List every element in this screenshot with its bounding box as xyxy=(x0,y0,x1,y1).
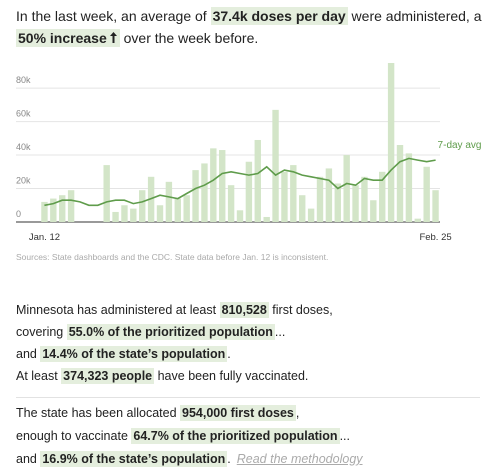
highlight: 50% increase xyxy=(16,29,120,47)
y-tick-label: 40k xyxy=(16,142,31,152)
bar xyxy=(343,155,350,222)
bar xyxy=(201,163,208,222)
bar xyxy=(236,210,244,222)
bar xyxy=(334,183,341,222)
bar xyxy=(325,168,333,222)
x-tick-label: Jan. 12 xyxy=(29,232,60,243)
bar xyxy=(290,165,297,222)
bar xyxy=(103,165,110,222)
bar xyxy=(245,161,253,222)
source: Sources: State dashboards and the CDC. S… xyxy=(16,252,329,262)
bar xyxy=(121,205,128,222)
text: In the last week, an average of xyxy=(16,8,207,24)
bar xyxy=(139,190,146,222)
stat-line: covering 55.0% of the prioritized popula… xyxy=(16,324,286,340)
stat-line: enough to vaccinate 64.7% of the priorit… xyxy=(16,428,350,444)
bar xyxy=(352,185,359,222)
stat-line: The state has been allocated 954,000 fir… xyxy=(16,405,300,421)
y-tick-label: 0 xyxy=(16,209,21,219)
text: were administered, a xyxy=(351,8,482,24)
methodology-link[interactable]: Read the methodology xyxy=(236,452,363,466)
text: 50% increase xyxy=(18,30,107,46)
text: enough to vaccinate xyxy=(16,429,128,443)
bar xyxy=(281,171,288,222)
text: over the week before. xyxy=(123,30,259,46)
bar xyxy=(423,166,430,222)
text: first doses, xyxy=(272,303,333,317)
bar xyxy=(156,205,164,222)
bar xyxy=(307,208,315,222)
text: and xyxy=(16,452,37,466)
text: and xyxy=(16,347,37,361)
bar xyxy=(370,200,377,222)
bar xyxy=(299,195,306,222)
bar xyxy=(432,190,439,222)
bar xyxy=(59,195,66,222)
bar xyxy=(316,176,324,222)
text: have been fully vaccinated. xyxy=(157,369,309,383)
text: ... xyxy=(339,429,350,443)
text: Minnesota has administered at least xyxy=(16,303,217,317)
separator xyxy=(16,397,480,398)
x-tick-label: Feb. 25 xyxy=(419,232,451,243)
text: ... xyxy=(274,325,286,339)
bar xyxy=(272,109,279,222)
highlight: 55.0% of the prioritized population xyxy=(66,324,275,340)
y-tick-label: 60k xyxy=(16,109,31,119)
stat-line: Minnesota has administered at least 810,… xyxy=(16,302,333,318)
bar xyxy=(396,145,404,222)
bar xyxy=(219,150,226,222)
headline: In the last week, an average of 37.4k do… xyxy=(16,5,486,49)
bar xyxy=(263,216,270,222)
bar xyxy=(227,185,235,222)
bar xyxy=(67,190,75,222)
highlight: 810,528 xyxy=(219,302,269,318)
text: . xyxy=(227,347,231,361)
highlight: 14.4% of the state’s population xyxy=(40,346,228,362)
up-arrow xyxy=(109,32,117,43)
bar xyxy=(361,176,368,222)
text: . xyxy=(227,452,231,466)
bar xyxy=(165,181,173,222)
stat-line: At least 374,323 people have been fully … xyxy=(16,368,309,384)
bar xyxy=(130,208,137,222)
bar xyxy=(414,218,421,222)
bar xyxy=(41,201,48,222)
line-label: 7-day avg xyxy=(438,140,482,151)
stat-line: and 16.9% of the state’s population. Read… xyxy=(16,451,363,467)
highlight: 64.7% of the prioritized population xyxy=(131,428,340,444)
highlight: 16.9% of the state’s population xyxy=(40,451,228,467)
bar xyxy=(174,198,181,222)
y-tick-label: 80k xyxy=(16,75,31,85)
bar xyxy=(387,63,395,222)
bar xyxy=(112,211,119,222)
bar xyxy=(405,153,413,222)
bar xyxy=(379,171,386,222)
text: The state has been allocated xyxy=(16,406,177,420)
highlight: 954,000 first doses xyxy=(180,405,296,421)
stat-line: and 14.4% of the state’s population. xyxy=(16,346,231,362)
chart: 0 20k 40k 60k 80k 7-day avg Jan. 12 Feb. 25 xyxy=(16,63,482,243)
text: covering xyxy=(16,325,64,339)
bar xyxy=(50,198,57,222)
text: , xyxy=(295,406,300,420)
bar xyxy=(192,170,199,222)
y-tick-label: 20k xyxy=(16,176,31,186)
avg-line xyxy=(44,157,436,207)
bar xyxy=(183,195,190,222)
highlight: 37.4k doses per day xyxy=(210,7,348,25)
bar xyxy=(210,148,217,222)
highlight: 374,323 people xyxy=(61,368,155,384)
text: At least xyxy=(16,369,58,383)
bar xyxy=(254,139,261,222)
